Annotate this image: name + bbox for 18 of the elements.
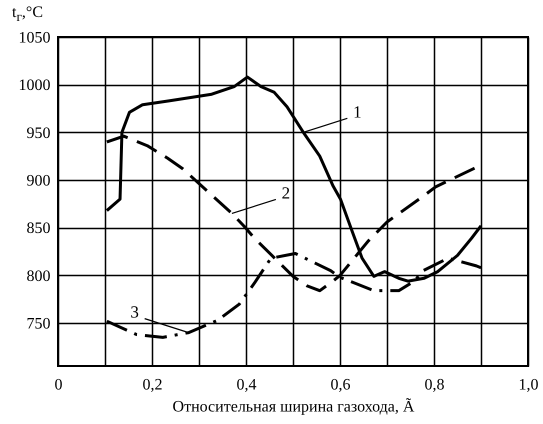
- x-tick-label: 0,6: [330, 376, 350, 394]
- y-tick-label: 850: [26, 220, 50, 238]
- y-axis-title: t$_{г}$,°C: [12, 4, 43, 26]
- y-tick-label: 750: [26, 316, 50, 333]
- x-tick-label: 0,2: [142, 376, 162, 394]
- y-tick-label: 800: [26, 268, 50, 285]
- x-tick-label: 0: [54, 376, 62, 394]
- x-tick-label: 0,4: [236, 376, 256, 394]
- annotation: 2: [282, 183, 290, 202]
- annotation: 1: [353, 102, 362, 122]
- y-tick-label: 950: [26, 124, 50, 142]
- x-axis-title: Относительная ширина газохода, Ã: [172, 398, 415, 416]
- x-tick-label: 1,0: [518, 376, 538, 394]
- y-tick-label: 1000: [18, 77, 50, 94]
- y-tick-label: 900: [26, 172, 50, 190]
- annotation: 3: [130, 302, 139, 322]
- x-tick-label: 0,8: [424, 376, 444, 394]
- y-tick-label: 1050: [18, 30, 50, 46]
